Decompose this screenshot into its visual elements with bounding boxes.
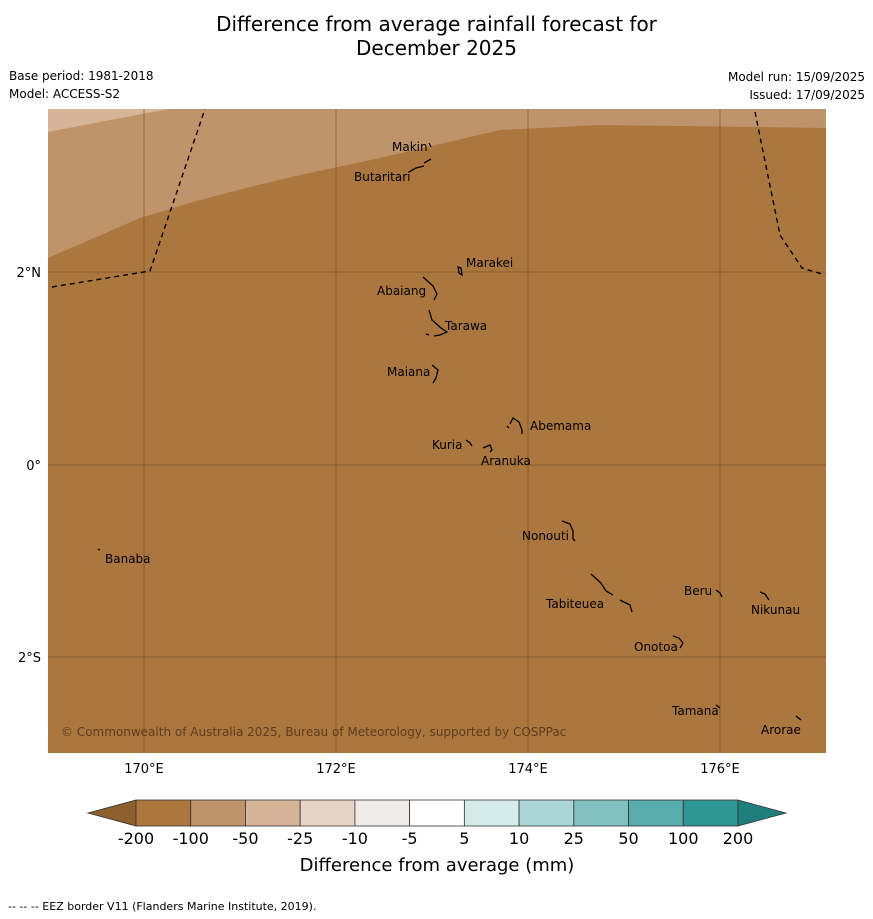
island-shape-makin-butaritari xyxy=(408,142,432,173)
colorbar: -200 -100 -50 -25 -10 -5 5 10 25 50 100 200 Differe… xyxy=(86,799,788,876)
colorbar-over-arrow xyxy=(737,799,788,827)
island-shape-banaba xyxy=(97,548,101,551)
island-label-abaiang: Abaiang xyxy=(377,284,426,298)
colorbar-segment xyxy=(463,799,520,827)
island-label-tarawa: Tarawa xyxy=(444,319,487,333)
island-shape-abemama xyxy=(506,417,523,434)
colorbar-segment xyxy=(299,799,356,827)
strong-dry-region xyxy=(48,109,826,753)
island-shape-nikunau xyxy=(759,591,770,601)
colorbar-under-arrow xyxy=(86,799,137,827)
lon-tick-170e: 170°E xyxy=(124,762,164,777)
colorbar-label: Difference from average (mm) xyxy=(300,855,575,876)
colorbar-segment xyxy=(354,799,411,827)
island-shape-marakei xyxy=(457,266,463,277)
island-label-nonouti: Nonouti xyxy=(522,529,569,543)
eez-footnote: -- -- -- EEZ border V11 (Flanders Marine… xyxy=(8,900,317,913)
island-label-banaba: Banaba xyxy=(105,552,151,566)
gridlines xyxy=(48,109,826,753)
colorbar-tick-label: -50 xyxy=(232,829,258,848)
issued-date: Issued: 17/09/2025 xyxy=(749,88,865,102)
island-label-arorae: Arorae xyxy=(761,723,801,737)
colorbar-tick-label: -10 xyxy=(342,829,368,848)
island-label-nikunau: Nikunau xyxy=(751,603,800,617)
island-label-aranuka: Aranuka xyxy=(481,454,531,468)
island-shape-beru xyxy=(715,589,723,598)
lon-tick-172e: 172°E xyxy=(316,762,356,777)
island-label-tamana: Tamana xyxy=(671,704,719,718)
colorbar-segment xyxy=(190,799,246,827)
medium-dry-region xyxy=(48,109,826,258)
lon-tick-174e: 174°E xyxy=(508,762,548,777)
colorbar-tick-label: 5 xyxy=(459,829,469,848)
colorbar-tick-label: 100 xyxy=(668,829,699,848)
copyright-notice: © Commonwealth of Australia 2025, Bureau… xyxy=(61,725,566,739)
colorbar-tick-label: 25 xyxy=(564,829,584,848)
island-shape-maiana xyxy=(431,364,439,384)
island-label-onotoa: Onotoa xyxy=(634,640,678,654)
lon-tick-176e: 176°E xyxy=(700,762,740,777)
colorbar-segment xyxy=(245,799,301,827)
island-label-makin: Makin xyxy=(392,140,428,154)
colorbar-segment xyxy=(682,799,739,827)
island-shape-tabiteuea xyxy=(590,573,633,613)
base-period: Base period: 1981-2018 xyxy=(9,69,154,83)
colorbar-segment xyxy=(135,799,192,827)
colorbar-segment xyxy=(409,799,465,827)
island-outlines xyxy=(97,142,802,721)
colorbar-segment xyxy=(518,799,575,827)
lat-tick-2n: 2°N xyxy=(17,266,42,281)
island-shape-kuria-aranuka xyxy=(465,439,493,453)
colorbar-tick-label: -100 xyxy=(173,829,209,848)
model-run: Model run: 15/09/2025 xyxy=(727,70,865,84)
colorbar-tick-label: 200 xyxy=(723,829,754,848)
island-shape-tamana xyxy=(715,704,721,709)
eez-borders xyxy=(51,108,823,288)
island-label-kuria: Kuria xyxy=(432,438,463,452)
title-line-1: Difference from average rainfall forecas… xyxy=(216,12,657,36)
island-shape-tarawa xyxy=(425,309,449,337)
island-shape-nonouti xyxy=(561,520,576,542)
island-label-abemama: Abemama xyxy=(530,419,591,433)
island-shape-abaiang xyxy=(422,276,438,301)
island-label-marakei: Marakei xyxy=(466,256,513,270)
colorbar-segment xyxy=(573,799,629,827)
light-dry-region xyxy=(48,109,170,132)
lat-tick-2s: 2°S xyxy=(18,651,41,666)
colorbar-tick-label: 50 xyxy=(618,829,638,848)
colorbar-segment xyxy=(628,799,684,827)
colorbar-tick-label: 10 xyxy=(509,829,529,848)
island-label-tabiteuea: Tabiteuea xyxy=(545,597,604,611)
colorbar-tick-label: -200 xyxy=(118,829,154,848)
island-shape-onotoa xyxy=(672,635,684,649)
island-label-beru: Beru xyxy=(684,584,712,598)
colorbar-tick-label: -25 xyxy=(287,829,313,848)
eez-border-east xyxy=(754,111,823,275)
eez-border-west xyxy=(51,108,206,288)
island-label-butaritari: Butaritari xyxy=(354,170,411,184)
model-name: Model: ACCESS-S2 xyxy=(9,87,121,101)
map-panel xyxy=(48,109,826,753)
island-label-maiana: Maiana xyxy=(387,365,430,379)
lat-tick-0: 0° xyxy=(26,459,41,474)
island-shape-arorae xyxy=(795,715,802,721)
title-line-2: December 2025 xyxy=(356,36,517,60)
colorbar-tick-label: -5 xyxy=(402,829,418,848)
